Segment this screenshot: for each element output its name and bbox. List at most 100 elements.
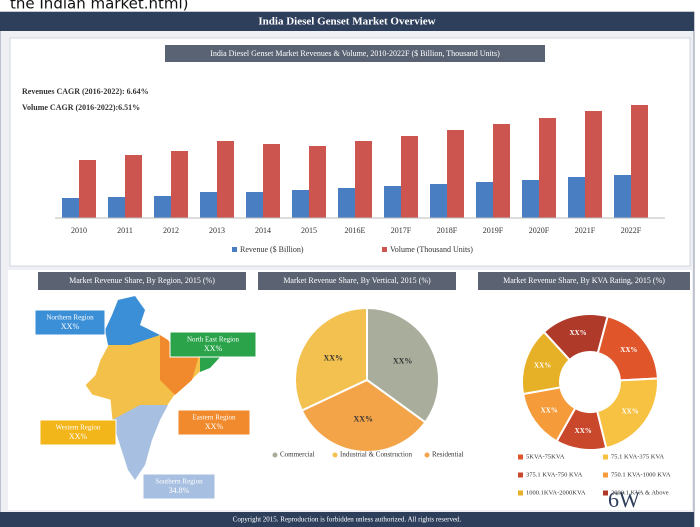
pie-slice [294, 306, 368, 412]
region-name: North East Region [187, 336, 240, 344]
legend-label: 375.1 KVA-750 KVA [526, 471, 583, 478]
slice-label: XX% [620, 346, 637, 354]
bar [171, 151, 188, 218]
legend-swatch [232, 247, 237, 252]
region-box [169, 331, 257, 358]
x-tick-label: 2018F [437, 226, 458, 235]
region-name: Northern Region [46, 314, 94, 322]
legend-swatch [518, 490, 523, 496]
slice-label: XX% [622, 407, 639, 415]
bar [384, 186, 401, 218]
legend-swatch [603, 454, 608, 460]
legend-label: Revenue ($ Billion) [240, 245, 304, 254]
region-box [34, 309, 106, 336]
slice-label: XX% [541, 407, 558, 415]
legend-swatch [603, 490, 608, 496]
header-bar [0, 12, 694, 31]
logo: 6W [608, 487, 640, 512]
bar [108, 197, 125, 218]
slice-label: XX% [393, 357, 413, 366]
pie-title: Market Revenue Share, By Vertical, 2015 … [283, 276, 431, 285]
bar [217, 141, 234, 218]
x-tick-label: 2022F [621, 226, 642, 235]
x-tick-label: 2017F [391, 226, 412, 235]
legend-label: 75.1 KVA-375 KVA [611, 453, 664, 460]
legend-label: 1000.1KVA-2000KVA [526, 489, 586, 496]
x-tick-label: 2015 [301, 226, 317, 235]
x-tick-label: 2011 [117, 226, 133, 235]
region-value: XX% [69, 432, 88, 441]
header: India Diesel Genset Market Overview [258, 16, 435, 28]
section-bar [38, 272, 246, 290]
map-title: Market Revenue Share, By Region, 2015 (%… [69, 276, 215, 285]
region-name: Eastern Region [193, 414, 236, 422]
slice-label: XX% [353, 415, 373, 424]
bar [401, 136, 418, 218]
bar [79, 160, 96, 218]
footer-bar [0, 512, 694, 527]
x-tick-label: 2010 [71, 226, 87, 235]
bar [154, 196, 171, 218]
bar-title: India Diesel Genset Market Revenues & Vo… [210, 49, 500, 58]
annotation: Revenues CAGR (2016-2022): 6.64% [22, 87, 149, 96]
legend-label: 750.1 KVA-1000 KVA [611, 471, 671, 478]
legend-swatch [332, 452, 338, 458]
legend-label: 5KVA-75KVA [526, 453, 565, 460]
bar [200, 192, 217, 218]
x-tick-label: 2020F [529, 226, 550, 235]
top-text: the Indian market.html) [10, 0, 189, 13]
x-tick-label: 2021F [575, 226, 596, 235]
slice-label: XX% [575, 427, 592, 435]
footer: Copyright 2015. Reproduction is forbidde… [233, 516, 462, 524]
bar [263, 144, 280, 218]
legend-label: Volume (Thousand Units) [390, 245, 473, 254]
bar [568, 177, 585, 218]
region-value: XX% [205, 422, 224, 431]
legend-label: Commercial [280, 451, 315, 459]
bar [292, 190, 309, 218]
bar [585, 111, 602, 218]
bar [476, 182, 493, 218]
map-north [105, 296, 160, 345]
bar [125, 155, 142, 218]
bar [447, 130, 464, 218]
bar [338, 188, 355, 218]
x-tick-label: 2014 [255, 226, 271, 235]
region-value: XX% [61, 322, 80, 331]
map-south [112, 405, 168, 480]
region-box [142, 473, 216, 500]
annotation: Volume CAGR (2016-2022):6.51% [22, 103, 140, 112]
bar [246, 192, 263, 218]
bar [631, 105, 648, 218]
region-box [39, 419, 117, 446]
bar [614, 175, 631, 218]
x-tick-label: 2012 [163, 226, 179, 235]
legend-label: Residential [432, 451, 464, 459]
bar [430, 184, 447, 218]
legend-label: 2000.1 KVA & Above [611, 489, 669, 496]
bar [539, 118, 556, 218]
legend-swatch [518, 472, 523, 478]
x-tick-label: 2019F [483, 226, 504, 235]
slice-label: XX% [323, 353, 343, 362]
section-bar [258, 272, 456, 290]
legend-swatch [382, 247, 387, 252]
pie-slice [300, 378, 427, 453]
region-value: XX% [204, 344, 223, 353]
legend-label: Industrial & Construction [340, 451, 412, 459]
region-value: 34.8% [169, 486, 190, 495]
legend-swatch [424, 452, 430, 458]
legend-swatch [272, 452, 278, 458]
region-box [177, 409, 251, 436]
donut-title: Market Revenue Share, By KVA Rating, 201… [503, 276, 665, 285]
region-name: Western Region [56, 424, 101, 432]
bar [522, 180, 539, 218]
subtitle-bar [165, 45, 545, 62]
bar [355, 141, 372, 218]
bar [493, 124, 510, 218]
bar-panel [9, 37, 691, 267]
section-bar [478, 272, 690, 290]
bar [62, 198, 79, 218]
donut-slice [542, 313, 609, 362]
